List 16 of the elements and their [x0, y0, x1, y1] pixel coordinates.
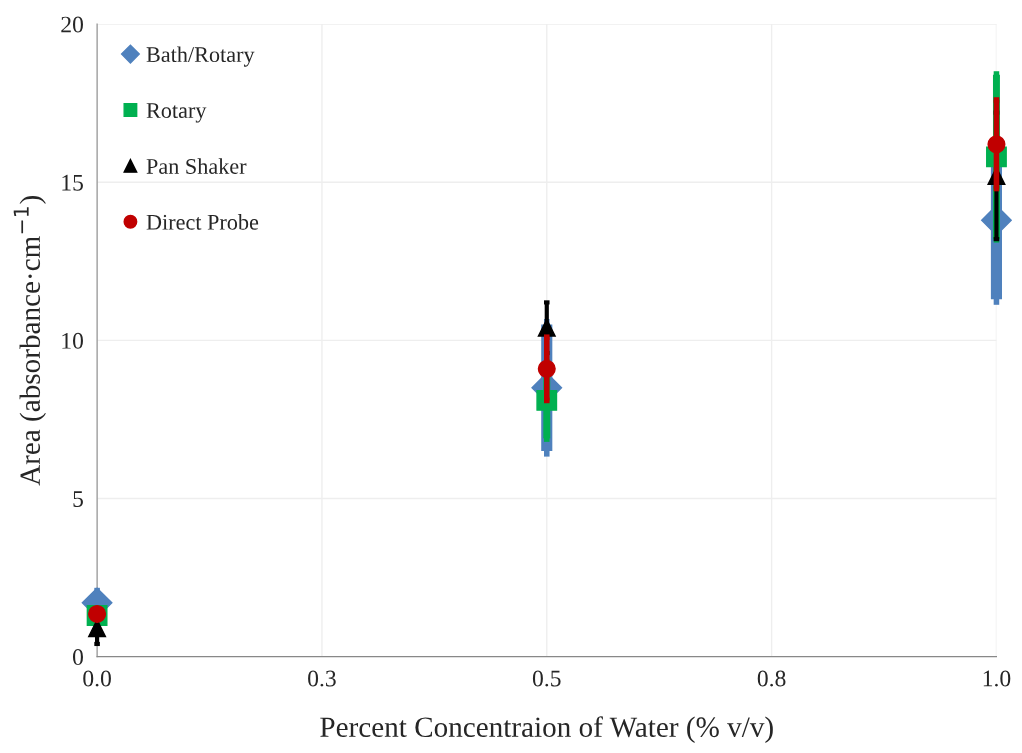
y-tick-label: 5 — [73, 491, 83, 507]
y-tick-label: 10 — [62, 332, 83, 349]
x-tick-label: 0.5 — [532, 670, 561, 687]
x-tick-label: 1.0 — [983, 670, 1011, 687]
x-tick-label: 0.8 — [757, 670, 786, 687]
y-tick-label: 15 — [62, 174, 83, 191]
y-tick-label: 0 — [72, 649, 83, 666]
x-tick-label: 0.3 — [308, 670, 336, 687]
y-axis-title: Area (absorbance·cm$^{−1}$) — [13, 196, 46, 486]
legend-label: Direct Probe — [146, 214, 259, 230]
y-tick-label: 20 — [61, 16, 83, 33]
x-axis-title: Percent Concentraion of Water (% v/v) — [320, 716, 773, 743]
legend-label: Bath/Rotary — [146, 46, 255, 67]
x-tick-label: 0.0 — [83, 670, 111, 687]
legend-label: Rotary — [146, 103, 207, 123]
legend-label: Pan Shaker — [146, 158, 247, 174]
